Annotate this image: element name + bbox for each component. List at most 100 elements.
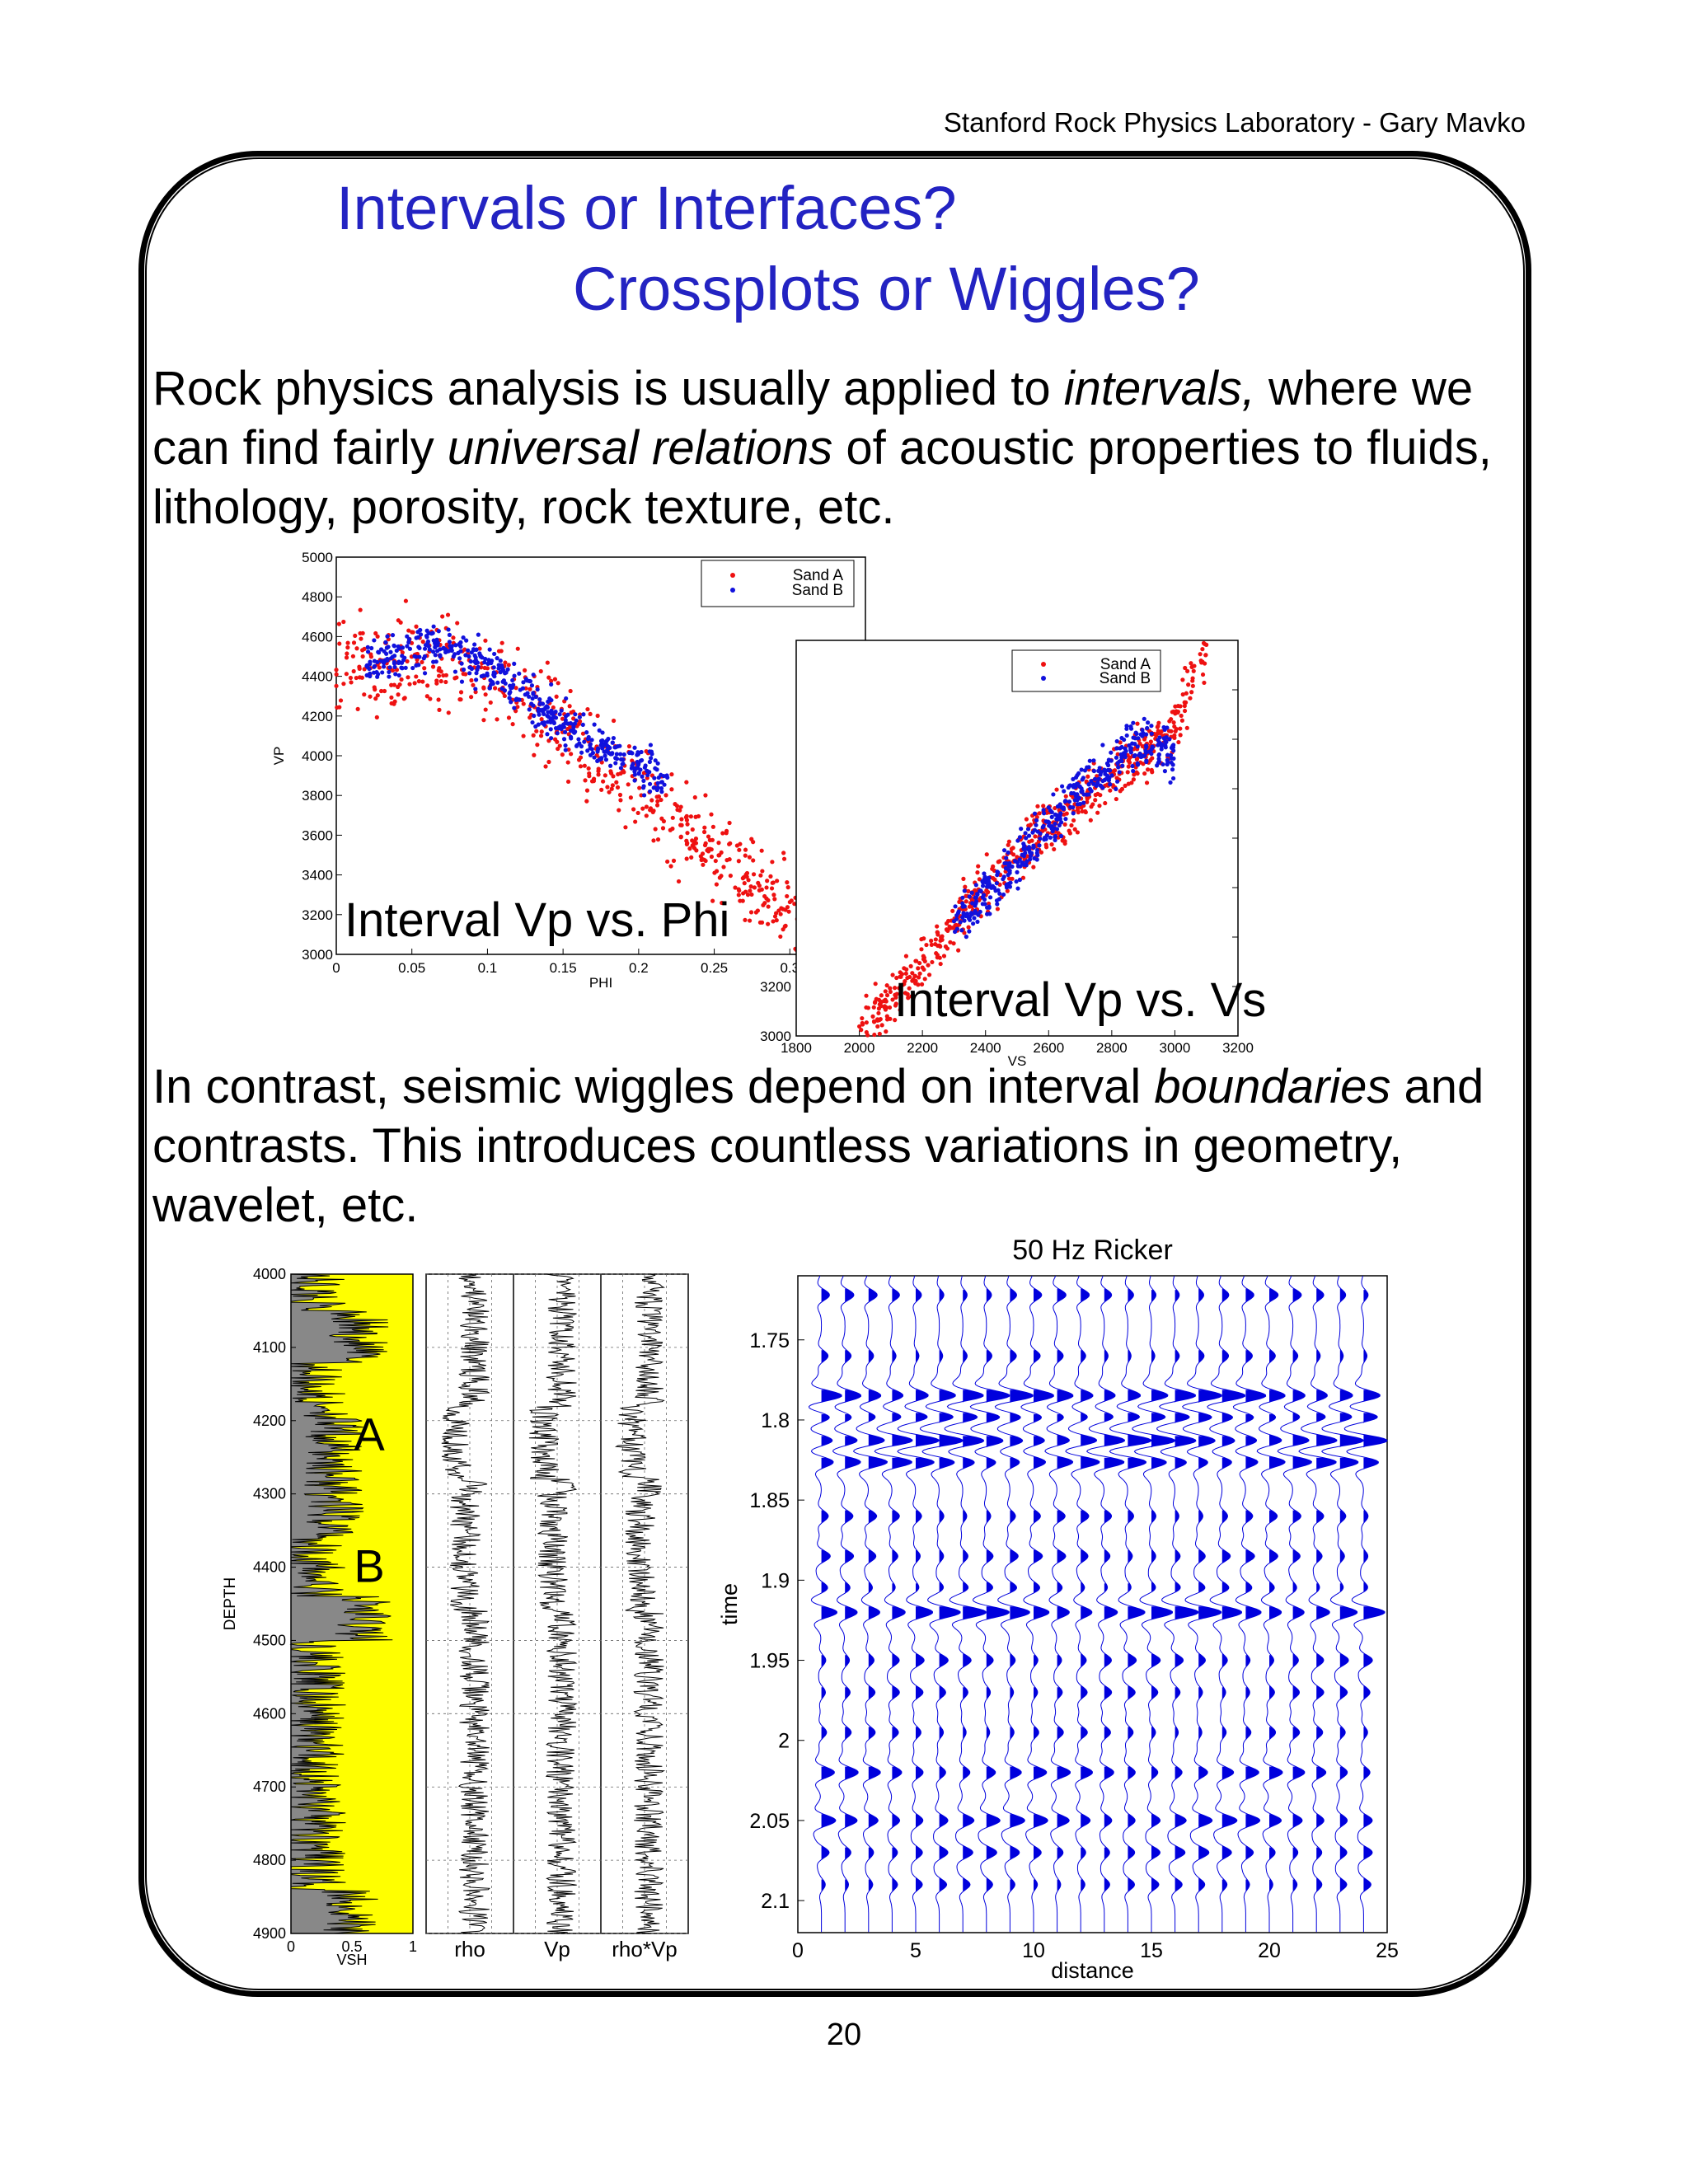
sand-b-point	[1133, 730, 1138, 735]
wiggle-fill-lobe	[1034, 1846, 1042, 1861]
y-tick-label: 3200	[760, 979, 791, 995]
wiggle-fill-lobe	[939, 1727, 944, 1740]
sand-b-point	[407, 646, 413, 651]
legend-marker-sand-b	[730, 588, 735, 593]
sand-b-point	[364, 663, 369, 668]
sand-a-point	[678, 804, 683, 809]
wiggle-fill-lobe	[1128, 1350, 1132, 1363]
sand-b-point	[483, 656, 488, 662]
log-curve-rho	[441, 1273, 490, 1934]
wiggle-fill-lobe	[1034, 1766, 1047, 1780]
wiggle-fill-lobe	[1221, 1879, 1227, 1892]
wiggle-fill-lobe	[1316, 1350, 1320, 1363]
wiggle-fill-lobe	[1010, 1846, 1020, 1861]
sand-a-point	[565, 760, 570, 765]
sand-a-point	[357, 666, 362, 671]
sand-a-point	[351, 640, 357, 645]
sand-b-point	[1109, 758, 1114, 763]
sand-a-point	[969, 904, 974, 909]
wiggle-fill-lobe	[845, 1549, 854, 1563]
sand-a-point	[743, 853, 748, 858]
wiggle-fill-lobe	[1175, 1814, 1187, 1829]
sand-a-point	[1088, 818, 1093, 823]
wiggle-fill-lobe	[1363, 1766, 1371, 1780]
sand-a-point	[1085, 799, 1090, 804]
sand-b-point	[1140, 728, 1145, 733]
sand-b-point	[1015, 864, 1021, 869]
wiggle-fill-lobe	[1151, 1413, 1165, 1423]
log-curve-rho-Vp	[614, 1273, 666, 1934]
wiggle-fill-lobe	[1198, 1390, 1222, 1403]
sand-a-point	[1072, 827, 1077, 832]
label-vp-phi: Interval Vp vs. Phi	[345, 893, 730, 947]
wiggle-fill-lobe	[916, 1606, 933, 1619]
sand-b-point	[635, 759, 640, 765]
sand-a-point	[560, 752, 565, 757]
sand-a-point	[510, 722, 515, 727]
sand-b-point	[1025, 827, 1031, 832]
sand-a-point	[1067, 831, 1072, 836]
sand-b-point	[1028, 857, 1033, 862]
sand-b-point	[447, 632, 452, 638]
sand-a-point	[696, 813, 701, 819]
sand-a-point	[934, 951, 939, 956]
sand-a-point	[714, 882, 720, 887]
sand-b-point	[665, 775, 670, 780]
sand-a-point	[1189, 690, 1194, 695]
sand-b-point	[1047, 823, 1052, 828]
sand-b-point	[1032, 855, 1037, 861]
wiggle-fill-lobe	[1363, 1727, 1368, 1740]
sand-a-point	[455, 621, 460, 626]
wiggle-fill-lobe	[1151, 1582, 1156, 1593]
wiggle-fill-lobe	[939, 1434, 964, 1448]
sand-a-point	[894, 975, 899, 981]
sand-a-point	[690, 827, 695, 832]
sand-b-point	[396, 660, 401, 666]
sand-b-point	[528, 679, 533, 684]
wiggle-fill-lobe	[1198, 1653, 1206, 1668]
sand-b-point	[540, 707, 545, 712]
wiggle-fill-lobe	[1175, 1582, 1181, 1593]
wiggle-fill-lobe	[1198, 1582, 1205, 1593]
wiggle-fill-lobe	[1057, 1582, 1062, 1594]
sand-b-point	[365, 644, 370, 649]
sand-b-point	[477, 651, 482, 656]
sand-b-point	[1080, 777, 1085, 782]
sand-b-point	[1075, 782, 1080, 787]
sand-a-point	[692, 839, 697, 844]
wiggle-fill-lobe	[1339, 1350, 1343, 1363]
wiggle-fill-lobe	[821, 1457, 833, 1469]
sand-a-point	[892, 986, 898, 991]
wiggle-fill-lobe	[868, 1606, 880, 1619]
wiggle-fill-lobe	[1363, 1549, 1368, 1563]
wiggle-fill-lobe	[821, 1350, 828, 1363]
wiggle-fill-lobe	[1339, 1814, 1348, 1829]
wiggle-fill-lobe	[892, 1877, 898, 1892]
sand-a-point	[912, 973, 917, 978]
sand-a-point	[437, 666, 442, 671]
sand-a-point	[414, 674, 419, 679]
sand-b-point	[994, 898, 1000, 903]
sand-a-point	[349, 680, 354, 685]
sand-b-point	[568, 721, 573, 726]
wiggle-fill-lobe	[1151, 1766, 1158, 1780]
sand-a-point	[938, 961, 943, 967]
sand-a-point	[878, 999, 883, 1004]
sand-a-point	[599, 787, 604, 792]
wiggle-fill-lobe	[1151, 1606, 1173, 1619]
wiggle-fill-lobe	[1128, 1549, 1132, 1563]
sand-b-point	[430, 649, 436, 654]
wiggle-fill-lobe	[1151, 1727, 1156, 1740]
sand-a-point	[1132, 772, 1137, 777]
sand-a-point	[628, 795, 633, 800]
wiggle-fill-lobe	[1057, 1687, 1062, 1700]
wiggle-fill-lobe	[1057, 1288, 1067, 1303]
sand-b-point	[1104, 776, 1109, 781]
sand-b-point	[434, 649, 440, 654]
wiggle-fill-lobe	[1034, 1456, 1046, 1469]
sand-a-point	[337, 705, 342, 710]
sand-b-point	[396, 673, 401, 678]
sand-a-point	[771, 893, 776, 898]
wiggle-fill-lobe	[1221, 1582, 1229, 1594]
sand-a-point	[874, 996, 879, 1001]
